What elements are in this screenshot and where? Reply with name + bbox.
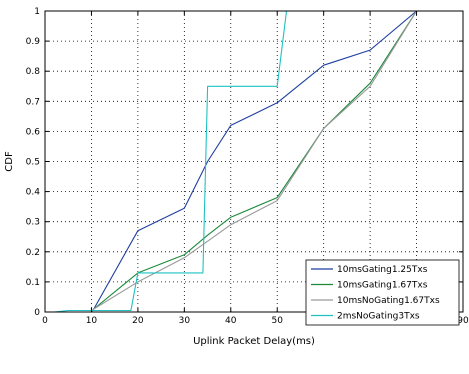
y-tick-label: 0.5 xyxy=(26,158,40,168)
series-line-1 xyxy=(90,11,417,312)
x-tick-label: 30 xyxy=(179,316,191,326)
legend-label: 10msGating1.25Txs xyxy=(337,265,428,275)
x-tick-label: 20 xyxy=(132,316,144,326)
y-tick-label: 0.4 xyxy=(26,188,41,198)
legend-label: 10msNoGating1.67Txs xyxy=(337,296,440,306)
series-line-2 xyxy=(90,11,418,312)
x-tick-label: 10 xyxy=(86,316,98,326)
y-tick-label: 0 xyxy=(34,308,40,318)
y-tick-label: 1 xyxy=(34,7,40,17)
legend-label: 10msGating1.67Txs xyxy=(337,281,428,291)
y-tick-label: 0.2 xyxy=(26,248,40,258)
legend-label: 2msNoGating3Txs xyxy=(337,312,420,322)
legend: 10msGating1.25Txs 10msGating1.67Txs 10msNo… xyxy=(305,259,460,326)
legend-box xyxy=(305,259,460,326)
y-tick-label: 0.3 xyxy=(26,218,40,228)
x-tick-label: 40 xyxy=(225,316,237,326)
y-tick-label: 0.6 xyxy=(26,127,41,137)
x-tick-label: 90 xyxy=(457,316,469,326)
series-layer xyxy=(54,11,418,312)
x-axis-label: Uplink Packet Delay(ms) xyxy=(193,336,315,347)
x-tick-label: 0 xyxy=(42,316,48,326)
y-tick-label: 0.9 xyxy=(26,37,41,47)
series-line-3 xyxy=(90,11,418,312)
y-tick-label: 0.1 xyxy=(26,278,40,288)
x-tick-label: 50 xyxy=(271,316,283,326)
y-tick-label: 0.7 xyxy=(26,97,40,107)
series-line-4 xyxy=(54,11,288,312)
y-tick-label: 0.8 xyxy=(26,67,41,77)
y-axis-label: CDF xyxy=(4,151,15,172)
